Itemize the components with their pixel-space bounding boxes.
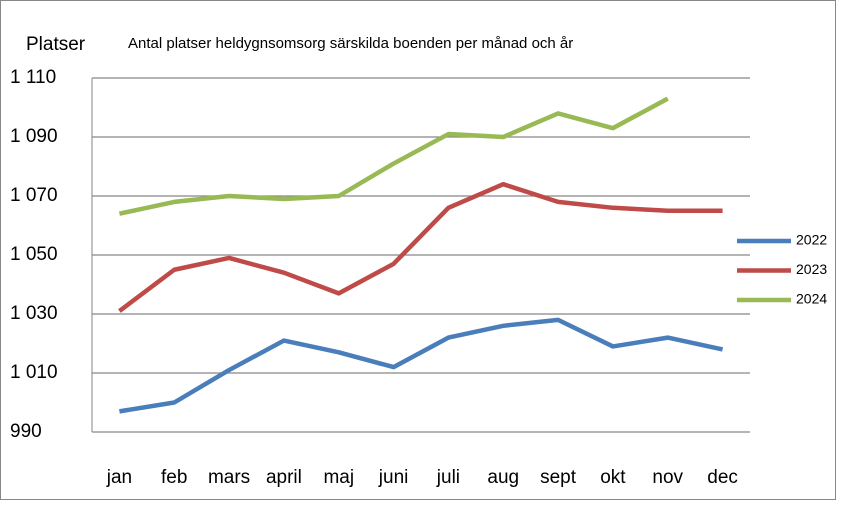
y-tick-label: 990 <box>10 421 42 442</box>
y-tick-label: 1 030 <box>10 303 58 324</box>
x-tick-label: okt <box>600 467 626 488</box>
legend-label: 2023 <box>796 261 827 277</box>
x-tick-label: sept <box>540 467 577 488</box>
y-tick-label: 1 090 <box>10 126 58 147</box>
x-tick-label: jan <box>106 467 132 488</box>
series-line <box>118 181 723 313</box>
y-axis-label: Platser <box>26 34 86 55</box>
x-tick-label: maj <box>323 467 354 488</box>
x-tick-label: juni <box>378 467 409 488</box>
y-tick-label: 1 110 <box>10 67 56 88</box>
y-tick-label: 1 050 <box>10 244 58 265</box>
legend-label: 2024 <box>796 291 827 307</box>
y-tick-label: 1 070 <box>10 185 58 206</box>
x-tick-label: feb <box>161 467 187 488</box>
x-tick-label: dec <box>707 467 738 488</box>
x-tick-label: juli <box>436 467 460 488</box>
chart-frame <box>0 0 836 500</box>
series-line <box>118 96 669 216</box>
x-tick-label: nov <box>652 467 683 488</box>
x-tick-label: mars <box>208 467 250 488</box>
x-tick-label: aug <box>487 467 519 488</box>
chart-title: Antal platser heldygnsomsorg särskilda b… <box>128 35 573 52</box>
x-tick-label: april <box>266 467 302 488</box>
y-tick-label: 1 010 <box>10 362 58 383</box>
legend-label: 2022 <box>796 232 827 248</box>
series-line <box>119 317 724 414</box>
